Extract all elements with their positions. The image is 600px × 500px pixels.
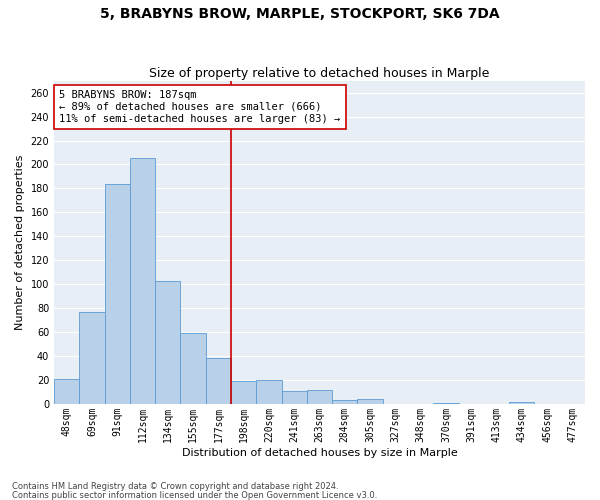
Bar: [433, 402, 458, 404]
Bar: [281, 390, 307, 404]
X-axis label: Distribution of detached houses by size in Marple: Distribution of detached houses by size …: [182, 448, 457, 458]
Bar: [307, 390, 332, 404]
Bar: [332, 400, 358, 404]
Bar: [509, 402, 535, 404]
Bar: [206, 358, 231, 404]
Bar: [256, 380, 281, 404]
Bar: [130, 158, 155, 404]
Text: Contains public sector information licensed under the Open Government Licence v3: Contains public sector information licen…: [12, 490, 377, 500]
Title: Size of property relative to detached houses in Marple: Size of property relative to detached ho…: [149, 66, 490, 80]
Bar: [54, 379, 79, 404]
Text: 5 BRABYNS BROW: 187sqm
← 89% of detached houses are smaller (666)
11% of semi-de: 5 BRABYNS BROW: 187sqm ← 89% of detached…: [59, 90, 341, 124]
Text: Contains HM Land Registry data © Crown copyright and database right 2024.: Contains HM Land Registry data © Crown c…: [12, 482, 338, 491]
Text: 5, BRABYNS BROW, MARPLE, STOCKPORT, SK6 7DA: 5, BRABYNS BROW, MARPLE, STOCKPORT, SK6 …: [100, 8, 500, 22]
Bar: [155, 280, 181, 404]
Y-axis label: Number of detached properties: Number of detached properties: [15, 154, 25, 330]
Bar: [104, 184, 130, 404]
Bar: [181, 334, 206, 404]
Bar: [231, 381, 256, 404]
Bar: [79, 312, 104, 404]
Bar: [358, 399, 383, 404]
